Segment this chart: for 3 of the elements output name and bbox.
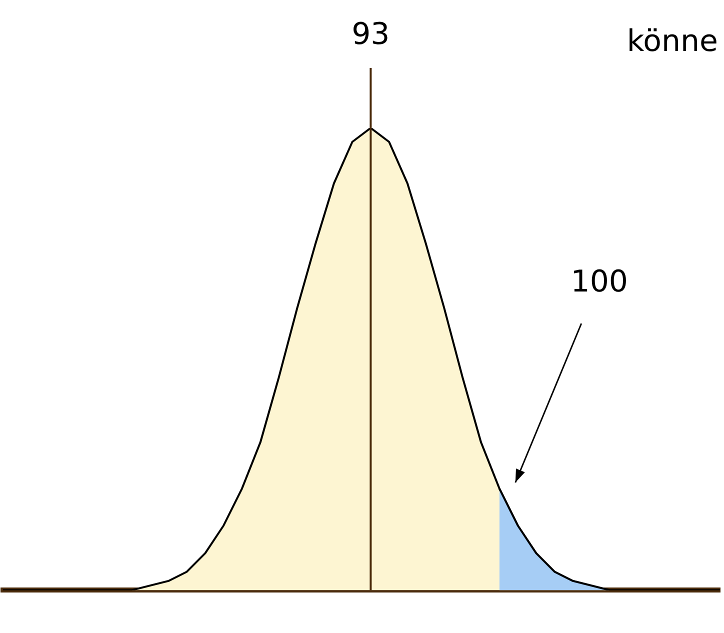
text: 93 <box>352 16 390 52</box>
annotation: 100 <box>570 264 628 300</box>
text: könne <box>626 24 718 59</box>
